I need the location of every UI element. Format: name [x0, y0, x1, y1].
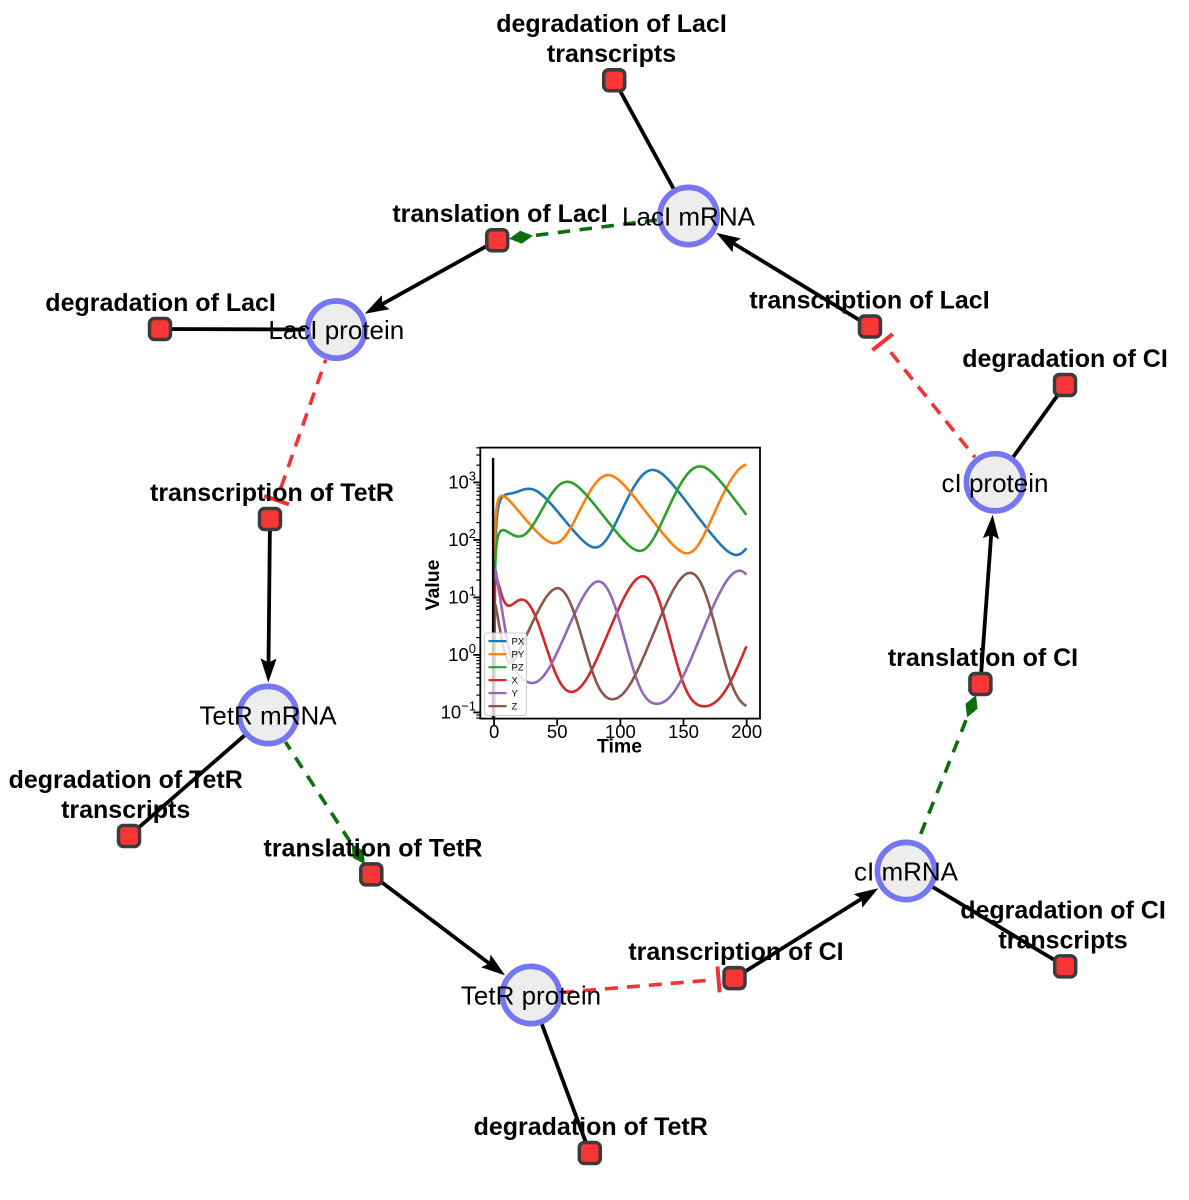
svg-text:degradation of TetR: degradation of TetR: [9, 766, 243, 794]
svg-text:100: 100: [605, 721, 636, 742]
svg-text:Y: Y: [512, 689, 519, 700]
svg-text:0: 0: [489, 721, 499, 742]
svg-text:degradation of CI: degradation of CI: [960, 896, 1166, 924]
svg-text:50: 50: [547, 721, 568, 742]
svg-text:translation of LacI: translation of LacI: [392, 200, 607, 228]
svg-text:degradation of CI: degradation of CI: [962, 345, 1168, 373]
svg-text:PX: PX: [512, 637, 525, 648]
svg-text:200: 200: [731, 721, 762, 742]
svg-text:translation of CI: translation of CI: [888, 644, 1078, 672]
svg-text:LacI mRNA: LacI mRNA: [622, 202, 756, 232]
svg-text:degradation of LacI: degradation of LacI: [496, 10, 727, 38]
svg-text:Time: Time: [597, 736, 642, 758]
svg-text:X: X: [512, 676, 519, 687]
svg-text:cI mRNA: cI mRNA: [854, 857, 959, 887]
svg-text:degradation of TetR: degradation of TetR: [474, 1113, 708, 1141]
svg-text:TetR mRNA: TetR mRNA: [199, 701, 337, 731]
svg-text:PZ: PZ: [512, 663, 524, 674]
svg-text:transcripts: transcripts: [61, 796, 190, 824]
svg-text:transcripts: transcripts: [998, 926, 1127, 954]
svg-text:Value: Value: [422, 559, 444, 610]
svg-text:transcription of CI: transcription of CI: [628, 938, 843, 966]
svg-text:LacI protein: LacI protein: [268, 315, 404, 345]
svg-text:Z: Z: [512, 702, 518, 713]
svg-text:degradation of LacI: degradation of LacI: [45, 289, 276, 317]
svg-text:translation of TetR: translation of TetR: [264, 834, 483, 862]
svg-text:transcription of TetR: transcription of TetR: [150, 479, 394, 507]
svg-text:transcription of LacI: transcription of LacI: [749, 287, 989, 315]
svg-text:cI protein: cI protein: [942, 468, 1049, 498]
svg-text:transcripts: transcripts: [547, 40, 676, 68]
svg-text:150: 150: [668, 721, 699, 742]
svg-text:TetR protein: TetR protein: [461, 981, 601, 1011]
svg-text:PY: PY: [512, 650, 525, 661]
